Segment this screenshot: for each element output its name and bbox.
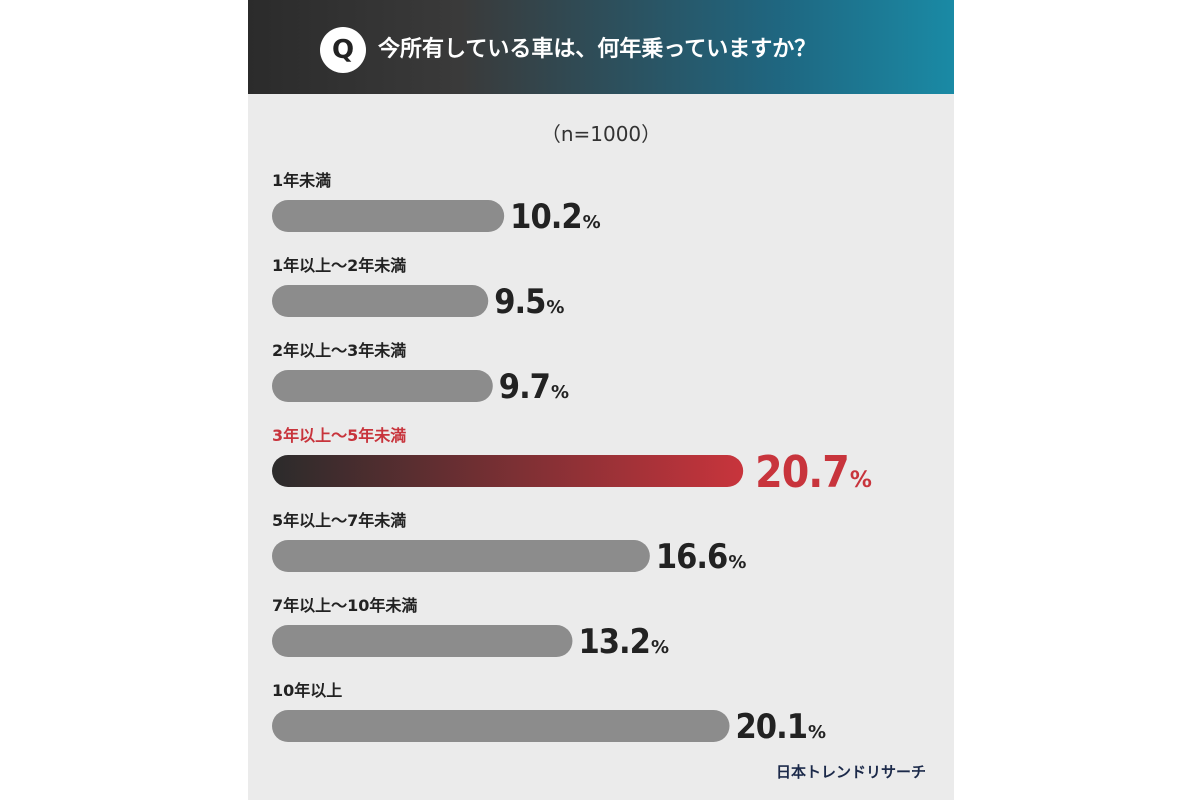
value-label: 10.2% — [510, 197, 601, 237]
bar — [272, 370, 493, 402]
category-label: 5年以上～7年未満 — [272, 511, 406, 530]
bar — [272, 710, 730, 742]
category-label: 10年以上 — [272, 681, 342, 700]
value-label: 9.7% — [499, 367, 569, 407]
bar-chart: 1年未満 10.2% 1年以上～2年未満 9.5% 2年以上～3年未満 9.7% 3年以上～… — [272, 171, 872, 747]
source-credit: 日本トレンドリサーチ — [775, 763, 926, 781]
question-text: 今所有している車は、何年乗っていますか？ — [378, 37, 817, 62]
value-label: 16.6% — [656, 537, 747, 577]
value-label: 20.1% — [736, 707, 827, 747]
bars-group: 1年未満 10.2% 1年以上～2年未満 9.5% 2年以上～3年未満 9.7% 3年以上～… — [272, 171, 872, 747]
category-label: 7年以上～10年未満 — [272, 596, 417, 615]
bar — [272, 200, 505, 232]
value-label: 9.5% — [494, 282, 564, 322]
bar — [272, 540, 650, 572]
question-badge: Q — [320, 27, 366, 73]
value-label: 13.2% — [578, 622, 669, 662]
category-label: 1年未満 — [272, 171, 331, 190]
bar — [272, 625, 573, 657]
category-label: 3年以上～5年未満 — [272, 426, 406, 445]
value-label: 20.7% — [755, 447, 872, 498]
category-label: 2年以上～3年未満 — [272, 341, 406, 360]
bar — [272, 455, 744, 487]
category-label: 1年以上～2年未満 — [272, 256, 406, 275]
sample-size: （n=1000） — [540, 122, 662, 146]
question-header: Q 今所有している車は、何年乗っていますか？ — [248, 0, 954, 94]
bar — [272, 285, 489, 317]
survey-card: Q 今所有している車は、何年乗っていますか？ （n=1000） 1年未満 10.2… — [248, 0, 954, 800]
